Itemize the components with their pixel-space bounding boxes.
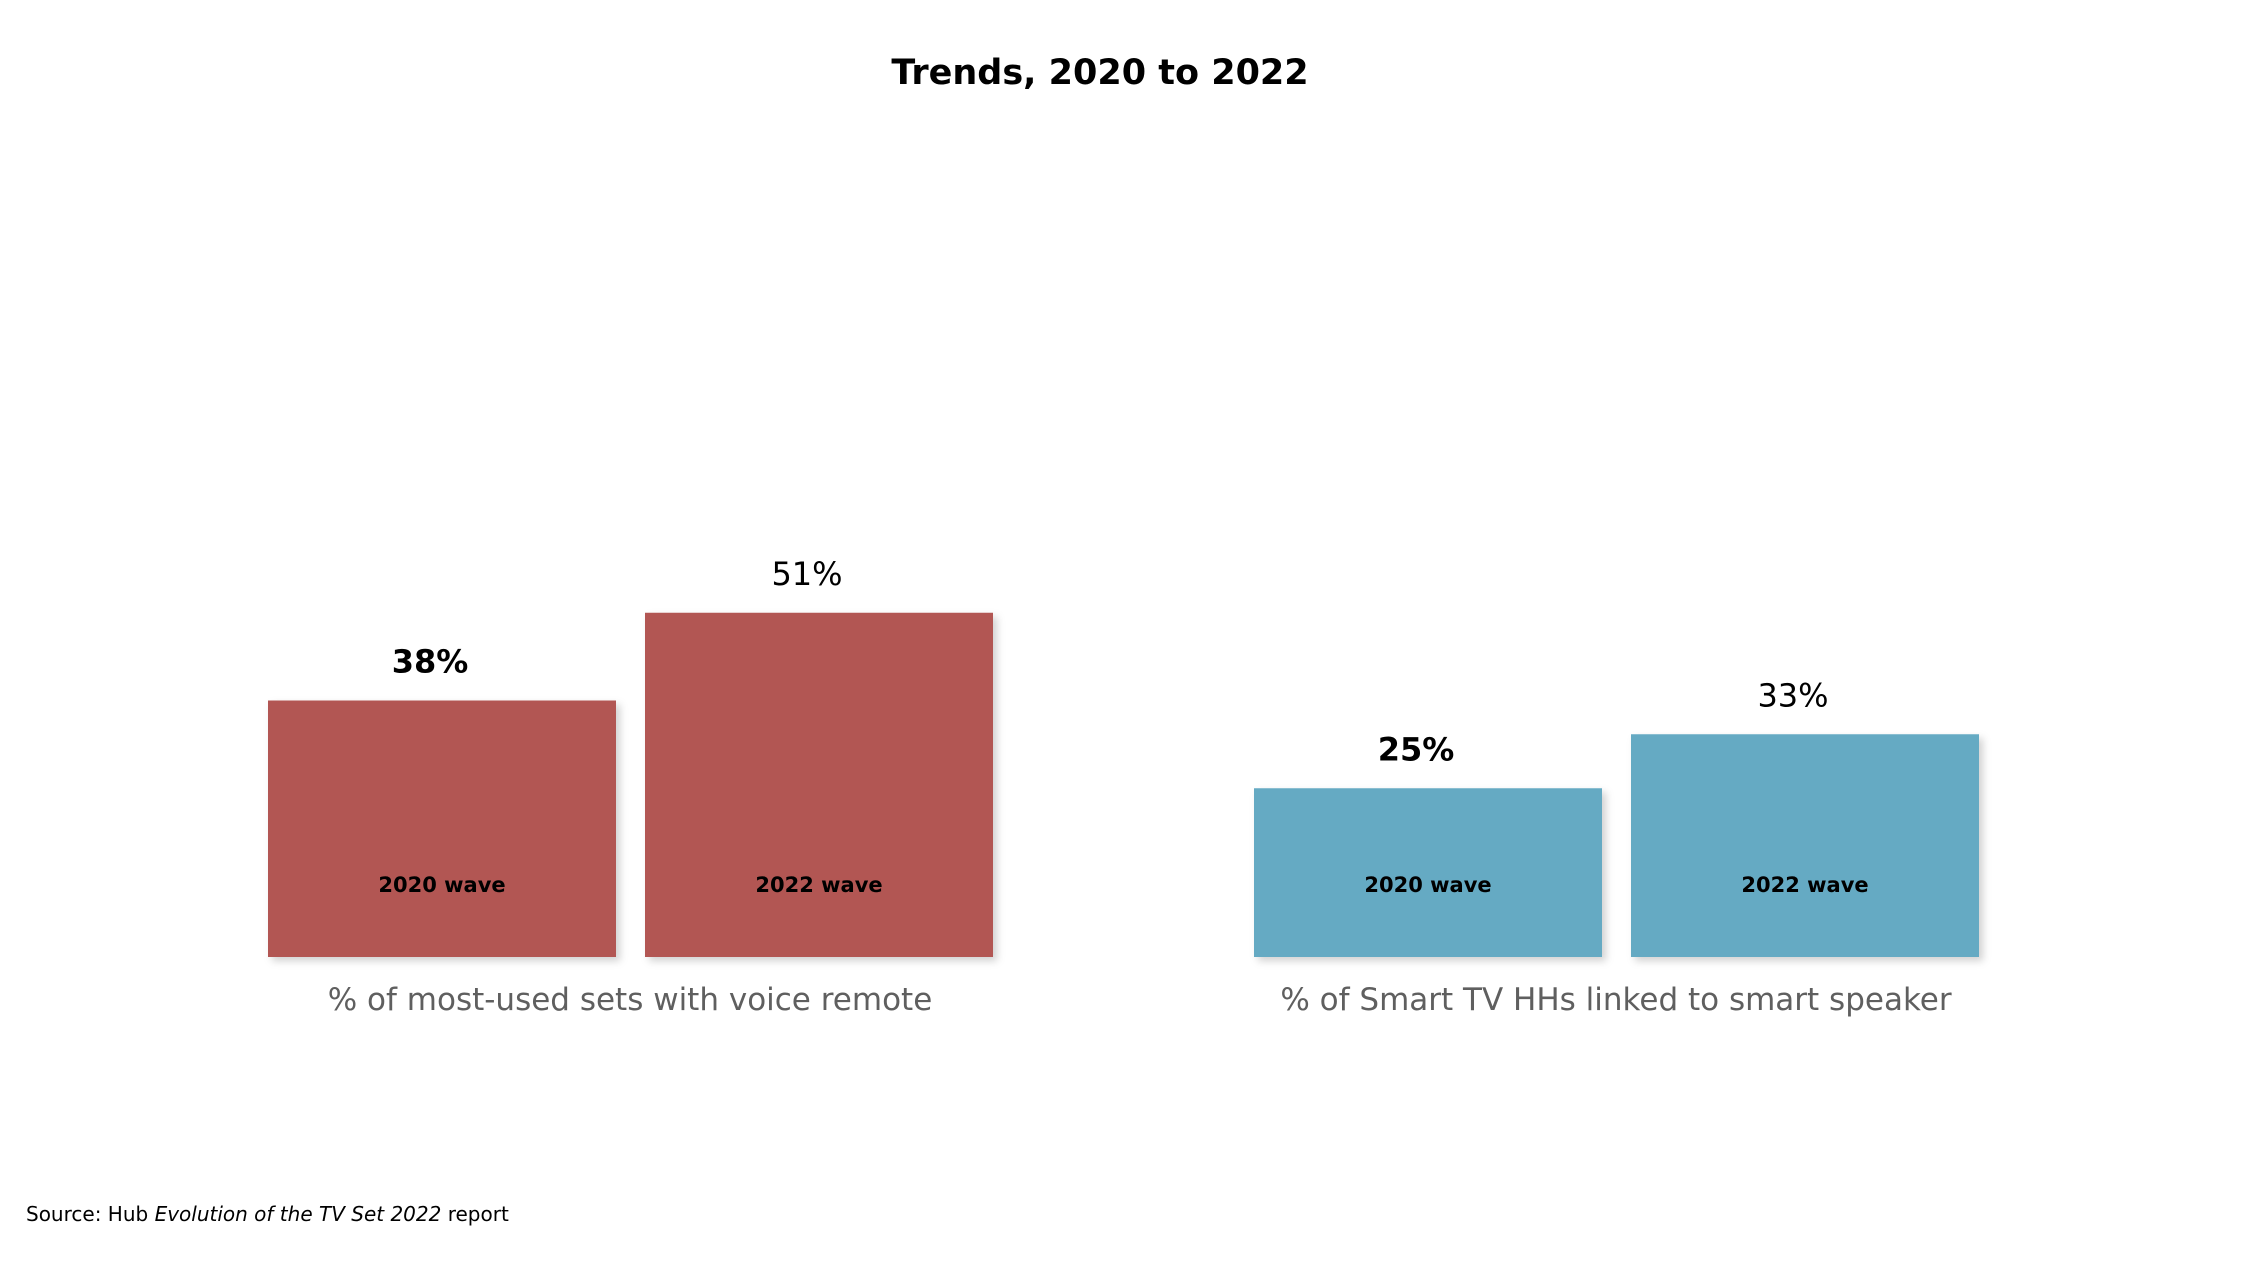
bar-group-1: 38% 2020 wave 51% 2022 wave % of most-used s…	[268, 555, 993, 1018]
bar-2-1	[1254, 788, 1602, 957]
data-label-2-1: 25%	[1378, 730, 1455, 768]
bar-group-2: 25% 2020 wave 33% 2022 wave % of Smart TV HH…	[1254, 676, 1979, 1018]
bar-1-1	[268, 700, 616, 957]
bar-category-label-2-2: 2022 wave	[1741, 873, 1868, 897]
source-note: Source: Hub Evolution of the TV Set 2022…	[26, 1202, 509, 1226]
bar-category-label-1-1: 2020 wave	[378, 873, 505, 897]
bar-2-2	[1631, 734, 1979, 957]
chart-title: Trends, 2020 to 2022	[891, 53, 1308, 93]
bar-category-label-2-1: 2020 wave	[1364, 873, 1491, 897]
source-report-title: Evolution of the TV Set 2022	[154, 1202, 442, 1226]
group-axis-label-2: % of Smart TV HHs linked to smart speake…	[1280, 982, 1952, 1018]
data-label-1-1: 38%	[392, 643, 469, 681]
data-label-2-2: 33%	[1757, 676, 1828, 714]
source-prefix: Source: Hub	[26, 1202, 155, 1226]
bars-layer: 38% 2020 wave 51% 2022 wave % of most-used s…	[268, 555, 1979, 1018]
data-label-1-2: 51%	[771, 555, 842, 593]
bar-category-label-1-2: 2022 wave	[755, 873, 882, 897]
bar-1-2	[645, 612, 993, 957]
group-axis-label-1: % of most-used sets with voice remote	[328, 982, 933, 1018]
source-suffix: report	[441, 1202, 509, 1226]
